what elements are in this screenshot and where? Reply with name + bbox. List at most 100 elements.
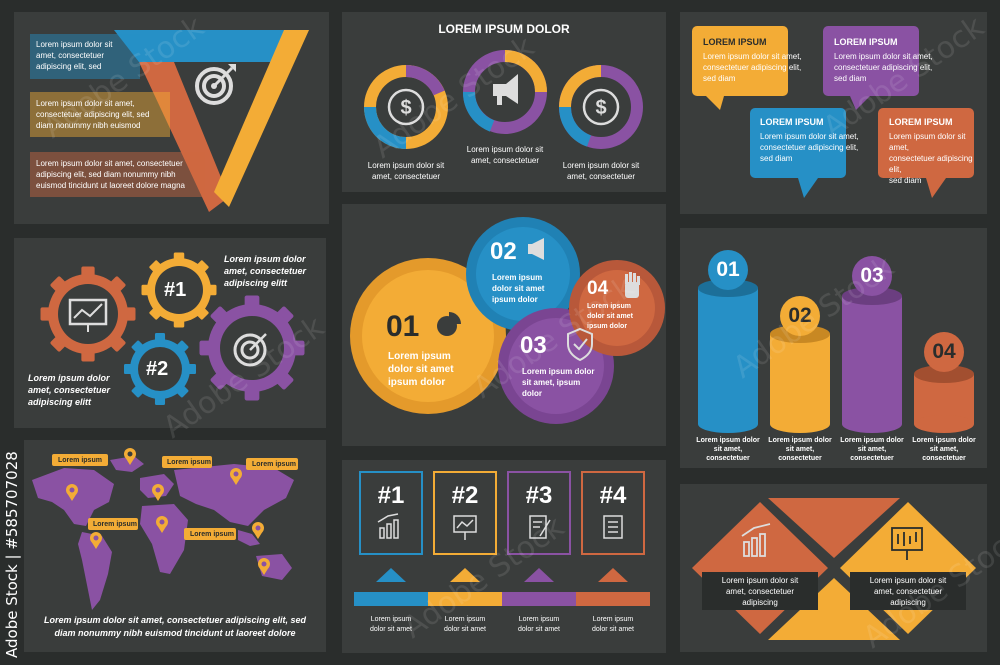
speech-bubble-3: LOREM IPSUM Lorem ipsum dolor sit amet, co… <box>760 117 859 163</box>
speech-bubble-1: LOREM IPSUM Lorem ipsum dolor sit amet, co… <box>703 37 802 83</box>
map-pin-icon <box>156 516 168 533</box>
cylinder-chart-panel: 01 02 03 04 Lorem ipsum dolor sit amet, co… <box>680 228 987 468</box>
bubble-4-shape <box>878 108 974 178</box>
triangle-left-band <box>139 62 229 212</box>
step-number-3: #3 <box>525 482 553 509</box>
presentation-board-icon <box>453 515 477 540</box>
cylinder-graphic <box>698 250 974 433</box>
presentation-chart-icon <box>68 298 108 332</box>
speech-bubble-4: LOREM IPSUM Lorem ipsum dolor sit amet, co… <box>889 117 973 185</box>
map-pin-icon <box>124 448 136 465</box>
circles-panel: 01 Lorem ipsum dolor sit amet ipsum dolor … <box>342 204 666 446</box>
step-arrow-4 <box>598 568 628 582</box>
map-caption: Lorem ipsum dolor sit amet, consectetuer… <box>43 615 307 638</box>
hand-icon <box>625 272 640 298</box>
step-box-3 <box>507 471 571 555</box>
top-triangle <box>768 498 900 558</box>
pin-label-3: Lorem ipsum <box>252 461 296 468</box>
cylinder-03 <box>842 256 902 433</box>
right-text-box <box>850 572 966 610</box>
step-box-4 <box>581 471 645 555</box>
diamond-graphic <box>692 498 976 640</box>
step-number-1: #1 <box>377 482 405 509</box>
pin-label-5: Lorem ipsum <box>190 531 234 538</box>
step-box-1 <box>359 471 423 555</box>
pin-label-backgrounds <box>52 454 298 540</box>
map-pin-icon <box>152 484 164 501</box>
world-map <box>32 456 294 610</box>
map-pin-icon <box>258 558 270 575</box>
step-arrow-2 <box>450 568 480 582</box>
donut-caption-2: Lorem ipsum dolor sit amet, consectetuer <box>466 145 544 165</box>
pie-chart-icon <box>437 312 461 336</box>
step-arrow-1 <box>376 568 406 582</box>
map-pin-icon <box>230 468 242 485</box>
gear-label-2: #2 <box>146 358 169 380</box>
row-text-3: Lorem ipsum dolor sit amet, consectetuer… <box>36 159 185 190</box>
row-band-2 <box>30 92 170 137</box>
step-caption-3: Lorem ipsum dolor sit amet <box>517 616 561 633</box>
target-icon <box>233 333 267 367</box>
step-bar-3 <box>502 592 576 606</box>
diamond-panel: Lorem ipsum dolor sit amet, consectetuer a… <box>680 484 987 652</box>
megaphone-icon <box>493 74 518 105</box>
row-band-1 <box>30 34 140 79</box>
document-edit-icon <box>529 515 551 539</box>
cylinder-01-label: Lorem ipsum dolor sit amet, consectetuer <box>696 437 760 462</box>
cylinder-03-number: 03 <box>860 264 884 287</box>
notebook-icon <box>603 515 623 539</box>
circle-02-text: Lorem ipsum dolor sit amet ipsum dolor <box>492 273 545 304</box>
gear-blue <box>124 333 196 405</box>
right-diamond-text: Lorem ipsum dolor sit amet, consectetuer a… <box>869 576 947 607</box>
svg-text:$: $ <box>595 97 606 119</box>
megaphone-icon <box>528 238 544 260</box>
presentation-board-icon <box>891 527 923 560</box>
world-map-graphic <box>32 448 298 610</box>
cylinder-04-number: 04 <box>932 340 956 363</box>
left-diamond-text: Lorem ipsum dolor sit amet, consectetuer a… <box>721 576 799 607</box>
target-icon <box>195 64 236 105</box>
map-pin-icon <box>90 532 102 549</box>
world-map-panel: Lorem ipsum Lorem ipsum Lorem ipsum Lore… <box>24 440 326 652</box>
map-pin-icon <box>252 522 264 539</box>
cylinder-02 <box>770 296 830 433</box>
triangle-top-band <box>114 30 309 62</box>
step-number-4: #4 <box>599 482 627 509</box>
cylinder-04-label: Lorem ipsum dolor sit amet, consectetuer <box>912 437 976 462</box>
gears-graphic <box>40 252 305 405</box>
bubble-2-shape <box>823 26 919 96</box>
steps-panel: #1 #2 #3 #4 Lorem ipsum dolor sit amet Lo… <box>342 460 666 653</box>
pin-label-4: Lorem ipsum <box>93 521 137 528</box>
bubble-1-shape <box>692 26 788 96</box>
gear-label-1: #1 <box>164 279 187 301</box>
donut-caption-3: Lorem ipsum dolor sit amet, consectetuer <box>562 161 640 181</box>
left-text-box <box>702 572 818 610</box>
circle-03-text: Lorem ipsum dolor sit amet, ipsum dolor <box>522 367 595 398</box>
step-bar-2 <box>428 592 502 606</box>
step-caption-4: Lorem ipsum dolor sit amet <box>591 616 635 633</box>
donut-caption-1: Lorem ipsum dolor sit amet, consectetuer <box>367 161 445 181</box>
circle-03-number: 03 <box>520 332 547 359</box>
dollar-icon: $ <box>387 88 425 126</box>
circle-04-number: 04 <box>587 278 609 299</box>
gear-text-2: Lorem ipsum dolor amet, consectetuer adipi… <box>28 373 111 407</box>
cylinder-01-number: 01 <box>716 258 740 281</box>
shield-check-icon <box>567 327 593 362</box>
triangle-right-band <box>214 30 309 207</box>
step-caption-2: Lorem ipsum dolor sit amet <box>443 616 487 633</box>
donut-panel-title: LOREM IPSUM DOLOR <box>438 22 570 36</box>
triangle-infographic-panel: Lorem ipsum dolor sit amet, consectetuer a… <box>14 12 329 224</box>
step-bar-4 <box>576 592 650 606</box>
gears-panel: #1 #2 Lorem ipsum dolor amet, consectetue… <box>14 238 326 428</box>
gear-yellow <box>141 252 217 328</box>
pin-label-2: Lorem ipsum <box>167 459 211 466</box>
circle-02-number: 02 <box>490 238 517 265</box>
speech-bubble-shapes <box>692 26 974 198</box>
side-watermark: Adobe Stock | #585707028 <box>3 451 21 658</box>
pin-label-1: Lorem ipsum <box>58 457 102 464</box>
cylinder-01 <box>698 250 758 433</box>
bubble-3-shape <box>750 108 846 178</box>
bar-chart-icon <box>377 513 399 539</box>
gear-text-1: Lorem ipsum dolor amet, consectetuer adipi… <box>224 254 307 288</box>
row-text-1: Lorem ipsum dolor sit amet, consectetuer a… <box>36 40 113 71</box>
